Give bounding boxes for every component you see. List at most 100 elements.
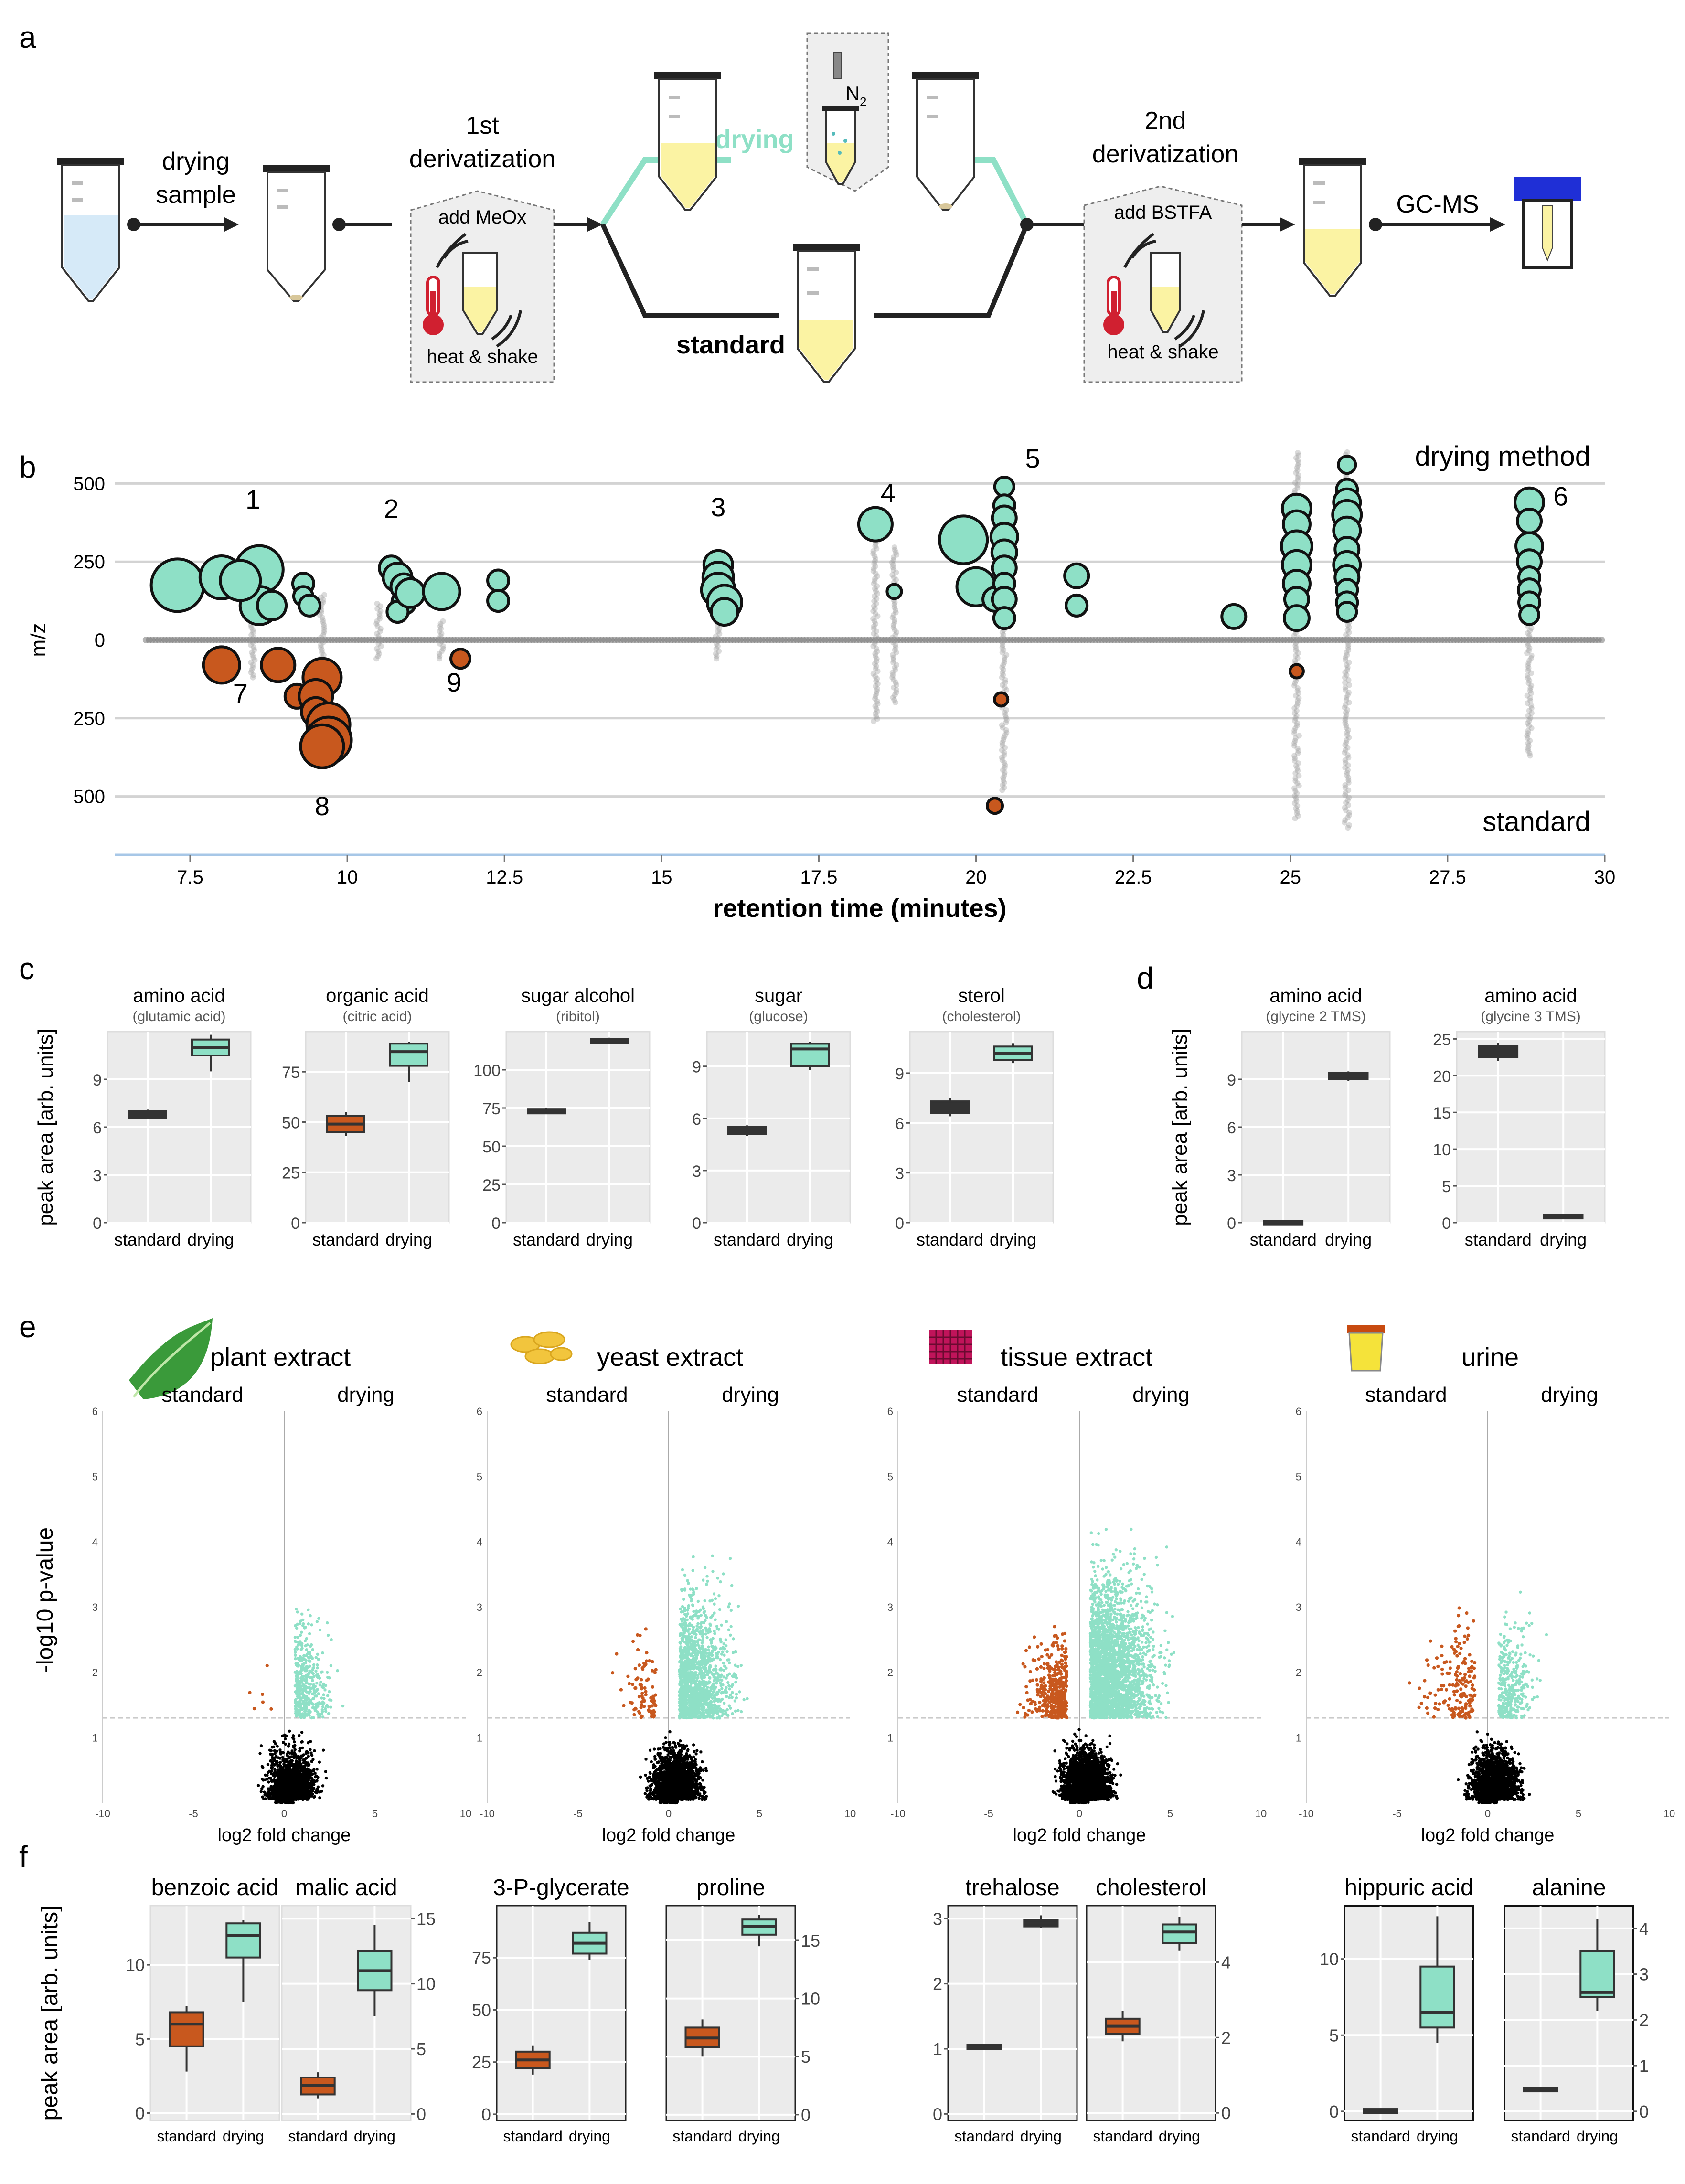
- xtick-label-b: 17.5: [800, 867, 838, 888]
- volcano-point-ns: [294, 1787, 297, 1790]
- n2-subscript: 2: [860, 95, 866, 109]
- volcano-point-ns: [281, 1769, 285, 1773]
- box-ytick-label: 9: [93, 1071, 102, 1089]
- box-ytick-label: 25: [1433, 1031, 1451, 1049]
- volcano-point-ns: [288, 1791, 291, 1795]
- volcano-point-up: [322, 1697, 326, 1700]
- box-title: amino acid: [1484, 985, 1577, 1006]
- volcano-point-up: [314, 1703, 318, 1706]
- volcano-point-ns: [266, 1790, 270, 1794]
- volcano-point-up: [311, 1672, 315, 1675]
- volcano-point-ns: [278, 1757, 282, 1760]
- volcano-point-ns: [309, 1748, 312, 1751]
- volcano-point-ns: [309, 1769, 312, 1773]
- volcano-point-ns: [294, 1759, 298, 1763]
- box-ytick-label: 6: [93, 1119, 102, 1137]
- volcano-point-ns: [281, 1790, 285, 1794]
- standard-peak: [260, 647, 297, 683]
- volcano-point-ns: [660, 1759, 663, 1762]
- volcano-point-up: [327, 1712, 331, 1715]
- ytick-label-b: 500: [73, 473, 105, 494]
- volcano-point-up: [326, 1633, 330, 1637]
- volcano-point-ns: [288, 1789, 292, 1792]
- xtick-label-b: 12.5: [486, 867, 523, 888]
- volcano-point-ns: [299, 1794, 303, 1798]
- volcano-right-label: drying: [722, 1383, 779, 1406]
- volcano-point-ns: [275, 1762, 279, 1766]
- volcano-point-ns: [665, 1756, 668, 1759]
- volcano-point-up: [307, 1656, 310, 1660]
- spectrum-trace: [320, 632, 327, 638]
- volcano-point-ns: [278, 1768, 282, 1771]
- volcano-point-ns: [278, 1760, 282, 1764]
- drying-sample-line2: sample: [156, 181, 236, 209]
- spectrum-trace: [377, 628, 383, 634]
- volcano-point-ns: [288, 1729, 291, 1733]
- volcano-point-ns: [316, 1776, 320, 1779]
- volcano-right-label: drying: [337, 1383, 395, 1406]
- volcano-point-ns: [272, 1745, 276, 1749]
- box-category-label: standard: [114, 1230, 181, 1249]
- spectrum-trace: [321, 592, 327, 598]
- drying-peak: [857, 506, 894, 543]
- first-deriv-line1: 1st: [466, 112, 499, 139]
- xtick-label-b: 27.5: [1429, 867, 1466, 888]
- spectrum-trace: [374, 630, 380, 637]
- volcano-point-up: [317, 1692, 320, 1695]
- volcano-point-ns: [271, 1796, 275, 1800]
- box-category-label: drying: [1540, 1230, 1587, 1249]
- volcano-point-up: [320, 1710, 324, 1714]
- peak-label: 9: [447, 667, 461, 697]
- tube-standard: [793, 244, 860, 383]
- volcano-point-up: [296, 1675, 299, 1679]
- box-ytick-label: 3: [93, 1167, 102, 1185]
- box-ytick-label: 6: [1227, 1119, 1236, 1137]
- volcano-point-up: [311, 1668, 315, 1672]
- spectrum-trace: [376, 636, 382, 642]
- volcano-point-ns: [270, 1761, 274, 1764]
- volcano-point-ns: [306, 1751, 309, 1755]
- volcano-xtick-label: -10: [95, 1808, 110, 1820]
- tube-drying-2: [912, 72, 979, 211]
- volcano-point-ns: [294, 1783, 298, 1787]
- volcano-point-ns: [273, 1785, 276, 1788]
- volcano-point-ns: [648, 1748, 652, 1752]
- drying-peak: [1516, 508, 1543, 535]
- volcano-point-up: [305, 1679, 309, 1682]
- box-category-label: drying: [187, 1230, 234, 1249]
- volcano-point-ns: [304, 1761, 308, 1765]
- volcano-point-ns: [693, 1750, 696, 1753]
- peak-label: 1: [245, 484, 260, 514]
- volcano-point-down: [269, 1707, 273, 1711]
- volcano-point-ns: [300, 1746, 304, 1750]
- volcano-point-ns: [302, 1753, 305, 1757]
- peak-label: 2: [384, 493, 399, 523]
- volcano-point-ns: [701, 1779, 704, 1782]
- spectrum-trace: [320, 617, 326, 623]
- volcano-point-up: [301, 1618, 305, 1622]
- box-category-label: drying: [385, 1230, 432, 1249]
- ylabel-e: -log10 p-value: [32, 1527, 58, 1673]
- volcano-point-ns: [277, 1770, 280, 1774]
- volcano-point-ns: [318, 1760, 321, 1764]
- volcano-point-ns: [309, 1751, 313, 1755]
- spectrum-trace: [320, 652, 327, 658]
- box-ytick-label: 10: [1433, 1141, 1451, 1159]
- volcano-point-up: [317, 1702, 320, 1705]
- ytick-label-b: 500: [73, 787, 105, 808]
- volcano-title-yeast: yeast extract: [597, 1343, 743, 1372]
- volcano-point-ns: [272, 1774, 276, 1778]
- box-ytick-label: 9: [1227, 1071, 1236, 1089]
- volcano-point-ns: [286, 1787, 289, 1790]
- volcano-point-up: [330, 1638, 333, 1641]
- volcano-point-up: [296, 1647, 299, 1651]
- volcano-point-up: [309, 1710, 312, 1714]
- drying-peak: [1282, 604, 1311, 632]
- volcano-point-ns: [678, 1739, 682, 1743]
- add-bstfa-label: add BSTFA: [1114, 202, 1212, 223]
- volcano-point-up: [329, 1664, 333, 1667]
- panel-e: e plant extract yeast extract tissue ext…: [19, 1310, 1675, 1845]
